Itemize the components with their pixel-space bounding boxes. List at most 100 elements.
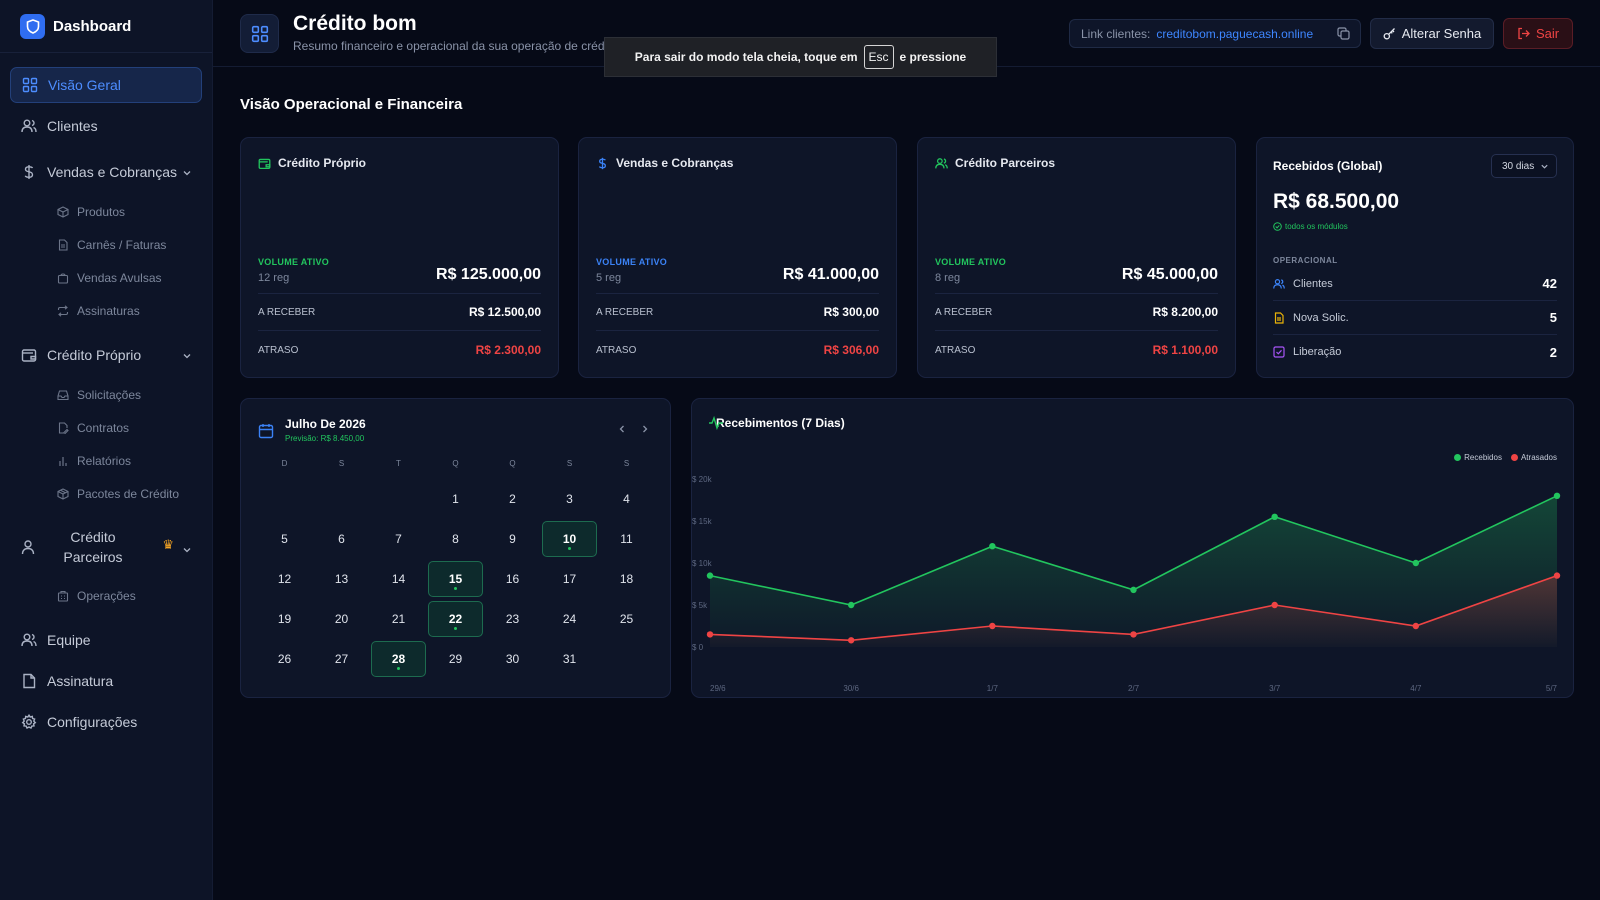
volume-reg: 12 reg xyxy=(258,272,290,284)
calendar-day[interactable]: 31 xyxy=(541,639,598,679)
toast-text-after: e pressione xyxy=(899,50,967,64)
chevron-left-icon[interactable] xyxy=(617,424,627,434)
calendar-day[interactable]: 2 xyxy=(484,479,541,519)
calendar-day[interactable]: 4 xyxy=(598,479,655,519)
volume-label: VOLUME ATIVO xyxy=(258,257,330,267)
sidebar-item-configuracoes[interactable]: Configurações xyxy=(10,704,202,740)
calendar-day[interactable]: 8 xyxy=(427,519,484,559)
calendar-day[interactable]: 14 xyxy=(370,559,427,599)
repeat-icon xyxy=(57,304,69,317)
grid-icon xyxy=(240,14,279,53)
data-point xyxy=(1553,492,1561,499)
sidebar-item-label: Equipe xyxy=(47,632,91,648)
calendar-day[interactable]: 27 xyxy=(313,639,370,679)
calendar-day[interactable]: 1 xyxy=(427,479,484,519)
sidebar-subitem-contratos[interactable]: Contratos xyxy=(10,411,202,444)
calendar-day[interactable]: 5 xyxy=(256,519,313,559)
sidebar-item-clientes[interactable]: Clientes xyxy=(10,108,202,144)
sidebar-item-credito-proprio[interactable]: Crédito Próprio xyxy=(10,337,202,373)
sidebar-item-vendas[interactable]: Vendas e Cobranças xyxy=(10,154,202,190)
sidebar-subitem-relatorios[interactable]: Relatórios xyxy=(10,444,202,477)
calendar-day[interactable]: 25 xyxy=(598,599,655,639)
users-icon xyxy=(1273,278,1285,290)
users-icon xyxy=(20,117,38,135)
sidebar-item-equipe[interactable]: Equipe xyxy=(10,622,202,658)
calendar-day[interactable]: 7 xyxy=(370,519,427,559)
calendar-day[interactable]: 10 xyxy=(542,521,597,557)
legend-swatch xyxy=(1454,454,1462,461)
users-icon xyxy=(935,157,948,170)
calendar-day[interactable]: 24 xyxy=(541,599,598,639)
period-select[interactable]: 30 dias xyxy=(1491,154,1557,178)
calendar-day[interactable]: 28 xyxy=(371,641,426,677)
chevron-down-icon xyxy=(182,348,192,364)
receber-value: R$ 300,00 xyxy=(823,305,879,319)
sidebar-subitem-solicitacoes[interactable]: Solicitações xyxy=(10,378,202,411)
weekday-label: S xyxy=(338,459,345,468)
calendar-day[interactable]: 11 xyxy=(598,519,655,559)
client-link-url[interactable]: creditobom.paguecash.online xyxy=(1156,26,1314,41)
sidebar-subitem-pacotes[interactable]: Pacotes de Crédito xyxy=(10,477,202,510)
calendar-day[interactable]: 16 xyxy=(484,559,541,599)
calendar-day-number: 8 xyxy=(452,532,459,546)
y-tick-label: $ 0 xyxy=(692,643,704,652)
sidebar-subitem-vendas-avulsas[interactable]: Vendas Avulsas xyxy=(10,261,202,294)
calendar-day[interactable]: 15 xyxy=(428,561,483,597)
global-row-value: 2 xyxy=(1549,344,1557,360)
calendar-day[interactable]: 13 xyxy=(313,559,370,599)
calendar-day-number: 14 xyxy=(391,572,406,586)
sidebar-subitem-operacoes[interactable]: Operações xyxy=(10,579,202,612)
volume-amount: R$ 41.000,00 xyxy=(782,266,879,283)
document-icon xyxy=(20,672,38,690)
card-vendas-cobrancas: Vendas e Cobranças VOLUME ATIVO 5 reg R$… xyxy=(578,137,897,378)
bag-icon xyxy=(57,272,69,284)
calendar-day-marker xyxy=(397,667,400,670)
global-modules-text: todos os módulos xyxy=(1285,222,1348,231)
calendar-day[interactable]: 19 xyxy=(256,599,313,639)
calendar-day[interactable]: 12 xyxy=(256,559,313,599)
operacional-label: OPERACIONAL xyxy=(1273,256,1338,265)
calendar-empty-cell xyxy=(256,479,313,519)
y-tick-label: $ 15k xyxy=(692,517,713,526)
sidebar-item-credito-parceiros[interactable]: Crédito Parceiros ♛ xyxy=(10,520,202,574)
calendar-day[interactable]: 22 xyxy=(428,601,483,637)
x-tick-label: 3/7 xyxy=(1269,684,1281,693)
calendar-day[interactable]: 6 xyxy=(313,519,370,559)
y-tick-label: $ 10k xyxy=(692,559,713,568)
calendar-day[interactable]: 17 xyxy=(541,559,598,599)
sidebar-subitem-carnes[interactable]: Carnês / Faturas xyxy=(10,228,202,261)
file-icon xyxy=(1273,311,1285,324)
change-password-button[interactable]: Alterar Senha xyxy=(1370,18,1494,49)
calendar-day[interactable]: 30 xyxy=(484,639,541,679)
calendar-day-number: 15 xyxy=(448,572,463,586)
calendar-day[interactable]: 29 xyxy=(427,639,484,679)
calendar-day[interactable]: 26 xyxy=(256,639,313,679)
calendar-day-number: 16 xyxy=(505,572,520,586)
calendar-day[interactable]: 3 xyxy=(541,479,598,519)
atraso-value: R$ 306,00 xyxy=(823,343,879,357)
sidebar-nav: Visão Geral Clientes Vendas e Cobranças … xyxy=(0,53,212,740)
calendar-day[interactable]: 21 xyxy=(370,599,427,639)
weekday-label: T xyxy=(396,459,401,468)
data-point xyxy=(847,601,855,609)
sidebar-item-label: Configurações xyxy=(47,714,138,730)
sidebar-item-visao-geral[interactable]: Visão Geral xyxy=(10,67,202,103)
sidebar-subitem-assinaturas[interactable]: Assinaturas xyxy=(10,294,202,327)
data-point xyxy=(1271,513,1278,520)
sidebar: Dashboard Visão Geral Clientes Vendas e … xyxy=(0,0,213,900)
chevron-right-icon[interactable] xyxy=(640,424,650,434)
dollar-icon xyxy=(596,157,609,170)
sidebar-item-assinatura[interactable]: Assinatura xyxy=(10,663,202,699)
data-point xyxy=(989,543,996,550)
calendar-day[interactable]: 20 xyxy=(313,599,370,639)
sidebar-subitem-produtos[interactable]: Produtos xyxy=(10,195,202,228)
chart-title: Recebimentos (7 Dias) xyxy=(716,416,845,430)
exit-button[interactable]: Sair xyxy=(1503,18,1573,49)
calendar-day[interactable]: 9 xyxy=(484,519,541,559)
calendar-day[interactable]: 18 xyxy=(598,559,655,599)
calendar-day[interactable]: 23 xyxy=(484,599,541,639)
copy-icon[interactable] xyxy=(1337,27,1350,43)
data-point xyxy=(1271,601,1278,609)
calendar-day-number: 29 xyxy=(448,652,463,666)
sidebar-subitem-label: Operações xyxy=(77,588,136,603)
